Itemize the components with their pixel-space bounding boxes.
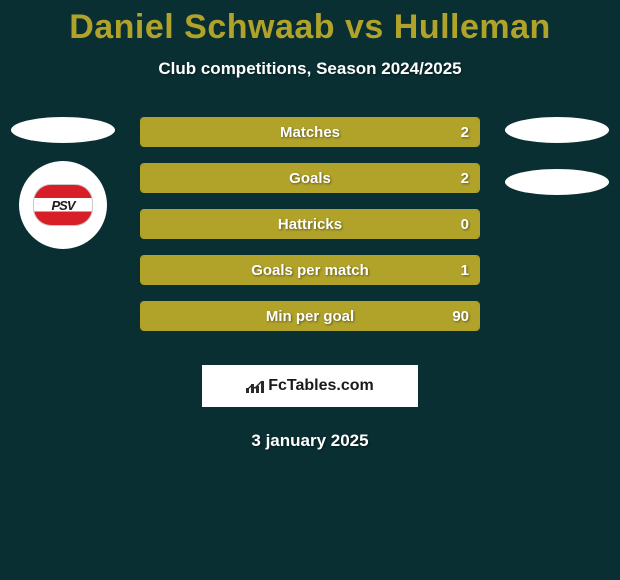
page-title: Daniel Schwaab vs Hulleman — [0, 0, 620, 47]
fctables-icon — [246, 378, 264, 394]
stat-value: 2 — [461, 124, 469, 141]
player-badge-placeholder — [11, 117, 115, 143]
club-badge-left: PSV — [19, 161, 107, 249]
stat-value: 1 — [461, 262, 469, 279]
stat-row: Min per goal90 — [140, 301, 480, 331]
date-text: 3 january 2025 — [0, 431, 620, 451]
stat-bars: Matches2Goals2Hattricks0Goals per match1… — [140, 117, 480, 347]
psv-icon: PSV — [33, 184, 93, 226]
club-badge-placeholder — [505, 169, 609, 195]
stat-label: Matches — [141, 124, 479, 141]
watermark-text: FcTables.com — [268, 377, 374, 395]
content-area: PSV Matches2Goals2Hattricks0Goals per ma… — [0, 117, 620, 347]
comparison-card: Daniel Schwaab vs Hulleman Club competit… — [0, 0, 620, 580]
right-player-column — [502, 117, 612, 195]
stat-label: Min per goal — [141, 308, 479, 325]
player-badge-placeholder — [505, 117, 609, 143]
stat-label: Goals — [141, 170, 479, 187]
stat-row: Goals per match1 — [140, 255, 480, 285]
left-player-column: PSV — [8, 117, 118, 249]
subtitle: Club competitions, Season 2024/2025 — [0, 59, 620, 79]
stat-value: 2 — [461, 170, 469, 187]
stat-label: Hattricks — [141, 216, 479, 233]
stat-value: 0 — [461, 216, 469, 233]
stat-row: Matches2 — [140, 117, 480, 147]
stat-label: Goals per match — [141, 262, 479, 279]
club-abbr: PSV — [51, 198, 74, 213]
stat-value: 90 — [452, 308, 469, 325]
trend-line-icon — [246, 381, 263, 392]
watermark: FcTables.com — [202, 365, 418, 407]
stat-row: Hattricks0 — [140, 209, 480, 239]
stat-row: Goals2 — [140, 163, 480, 193]
